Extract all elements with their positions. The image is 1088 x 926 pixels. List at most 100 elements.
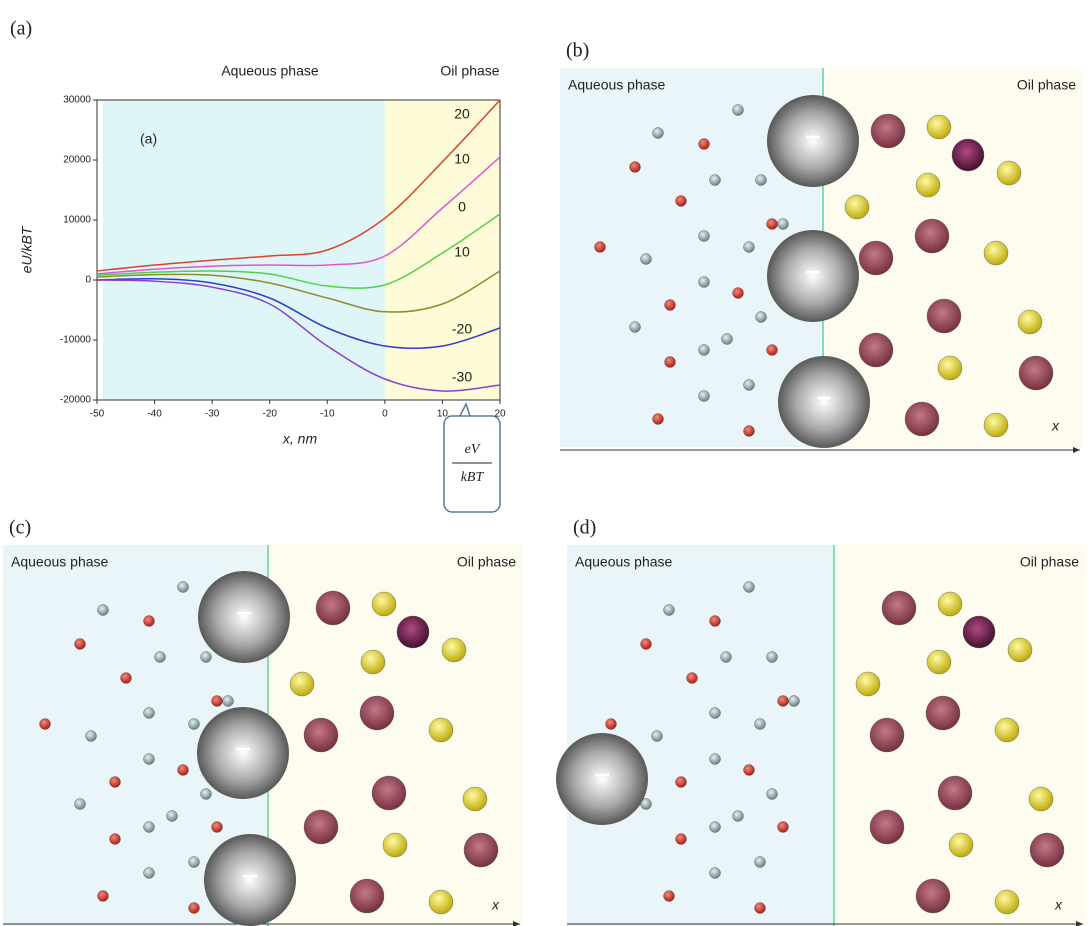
cation: [675, 195, 687, 207]
oil-ion: [303, 717, 339, 753]
curve-label: 0: [458, 199, 466, 215]
cation: [594, 241, 606, 253]
oil-region: [384, 100, 500, 400]
neutral-ion: [755, 311, 767, 323]
cation: [686, 672, 698, 684]
x-tick-label: -10: [320, 409, 335, 420]
neutral-ion: [732, 104, 744, 116]
x-tick-label: -20: [262, 409, 277, 420]
cation: [766, 218, 778, 230]
neutral-ion: [143, 707, 155, 719]
neutral-ion: [698, 390, 710, 402]
neutral-ion: [177, 581, 189, 593]
oil-ion: [925, 695, 961, 731]
cation: [109, 776, 121, 788]
cation: [39, 718, 51, 730]
cation: [74, 638, 86, 650]
cation: [640, 638, 652, 650]
region-label: Aqueous phase: [575, 554, 673, 570]
neutral-ion: [143, 867, 155, 879]
x-tick-label: -40: [147, 409, 162, 420]
region-label: Oil phase: [1020, 554, 1079, 570]
oil-ion-small: [371, 591, 397, 617]
callout-box: [443, 402, 501, 513]
neutral-ion: [743, 581, 755, 593]
neutral-ion: [709, 753, 721, 765]
neutral-ion: [698, 276, 710, 288]
cation: [97, 890, 109, 902]
oil-ion: [359, 695, 395, 731]
neutral-ion: [188, 718, 200, 730]
neutral-ion: [766, 788, 778, 800]
y-tick-label: 20000: [63, 155, 91, 166]
oil-ion: [937, 775, 973, 811]
neutral-ion: [754, 718, 766, 730]
curve: [96, 99, 501, 272]
oil-ion-small: [855, 671, 881, 697]
oil-ion: [881, 590, 917, 626]
cation: [143, 615, 155, 627]
neutral-ion: [629, 321, 641, 333]
cation: [664, 299, 676, 311]
large-anion: [198, 571, 290, 663]
neutral-ion: [721, 333, 733, 345]
oil-ion-small: [289, 671, 315, 697]
axis-label: x: [491, 897, 500, 913]
x-axis-label: x, nm: [282, 431, 318, 447]
oil-ion-small: [844, 194, 870, 220]
neutral-ion: [766, 651, 778, 663]
curve-label: -20: [452, 321, 472, 337]
oil-ion: [303, 809, 339, 845]
cation: [777, 695, 789, 707]
oil-ion-small: [428, 889, 454, 915]
oil-ion-small: [462, 786, 488, 812]
neutral-ion: [97, 604, 109, 616]
neutral-ion: [200, 788, 212, 800]
callout-numerator: eV: [465, 442, 481, 457]
neutral-ion: [166, 810, 178, 822]
cation: [652, 413, 664, 425]
cation: [675, 833, 687, 845]
curve: [96, 279, 501, 392]
oil-ion-small: [382, 832, 408, 858]
oil-ion: [315, 590, 351, 626]
oil-ion-small: [360, 649, 386, 675]
region-label: Aqueous phase: [11, 554, 109, 570]
y-tick-label: -10000: [60, 335, 92, 346]
neutral-ion: [709, 174, 721, 186]
cation: [188, 902, 200, 914]
inner-label: (a): [140, 131, 157, 147]
panel-label: (d): [573, 517, 596, 539]
cation: [664, 356, 676, 368]
oil-ion-small: [428, 717, 454, 743]
region-label: Oil phase: [457, 554, 516, 570]
neutral-ion: [754, 856, 766, 868]
oil-ion: [858, 332, 894, 368]
oil-ion: [869, 717, 905, 753]
neutral-ion: [74, 798, 86, 810]
oil-ion: [858, 240, 894, 276]
neutral-ion: [709, 867, 721, 879]
y-tick-label: -20000: [60, 395, 92, 406]
region-label: Aqueous phase: [221, 63, 319, 79]
oil-ion: [904, 401, 940, 437]
callout-denominator: kBT: [461, 470, 485, 485]
panel-label: (c): [9, 517, 31, 539]
x-tick-label: 10: [437, 409, 449, 420]
cation: [109, 833, 121, 845]
x-tick-label: -30: [205, 409, 220, 420]
large-anion: [197, 707, 289, 799]
region-label: Oil phase: [1017, 77, 1076, 93]
neutral-ion: [640, 253, 652, 265]
neutral-ion: [698, 230, 710, 242]
plot-frame: [96, 99, 501, 401]
oil-ion-small: [926, 114, 952, 140]
x-tick-label: 20: [494, 409, 506, 420]
y-tick-label: 0: [85, 275, 91, 286]
cation: [629, 161, 641, 173]
oil-ion-small: [1007, 637, 1033, 663]
neutral-ion: [743, 379, 755, 391]
neutral-ion: [698, 344, 710, 356]
oil-ion-dark: [951, 138, 985, 172]
cation: [605, 718, 617, 730]
